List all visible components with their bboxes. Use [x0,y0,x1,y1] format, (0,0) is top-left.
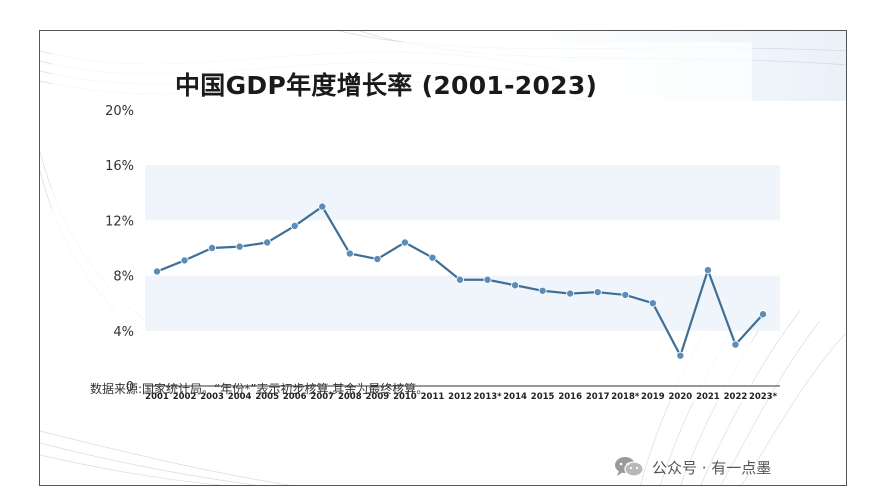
data-point [648,299,657,308]
x-tick-label: 2013* [473,392,502,402]
data-point [152,267,161,276]
x-tick-label: 2005 [255,392,279,402]
x-tick-label: 2004 [228,392,252,402]
data-point [235,242,244,251]
grid-band [145,275,780,331]
x-tick-label: 2001 [145,392,169,402]
y-tick-label: 0 [126,380,134,395]
x-tick-label: 2002 [173,392,197,402]
data-point [400,238,409,247]
watermark-text: 公众号 · 有一点墨 [652,458,772,477]
x-tick-label: 2007 [310,392,334,402]
source-note: 数据来源:国家统计局。“年份*”表示初步核算,其余为最终核算。 [90,382,429,396]
x-tick-label: 2019 [641,392,665,402]
x-tick-label: 2009 [366,392,390,402]
x-tick-label: 2017 [586,392,610,402]
y-tick-label: 20% [105,104,134,119]
x-tick-label: 2010 [393,392,417,402]
x-tick-label: 2012 [448,392,472,402]
data-point [511,281,520,290]
y-tick-label: 8% [113,270,134,285]
data-point [676,351,685,360]
x-tick-label: 2018* [611,392,640,402]
data-point [593,288,602,297]
data-point [345,249,354,258]
data-point [566,289,575,298]
x-tick-label: 2008 [338,392,362,402]
data-point [180,256,189,265]
x-tick-label: 2015 [531,392,555,402]
x-tick-label: 2011 [421,392,445,402]
x-tick-label: 2022 [724,392,748,402]
data-point [373,255,382,264]
data-point [731,340,740,349]
data-point [538,286,547,295]
x-tick-label: 2003 [200,392,224,402]
data-point [621,290,630,299]
wechat-icon [615,457,644,477]
data-point [290,221,299,230]
x-tick-label: 2006 [283,392,307,402]
chart-title: 中国GDP年度增长率 (2001-2023) [175,71,598,100]
watermark: 公众号 · 有一点墨 [614,456,771,478]
x-tick-label: 2014 [503,392,527,402]
chart-panel [52,42,752,402]
data-point [263,238,272,247]
x-tick-label: 2020 [669,392,693,402]
y-tick-label: 4% [113,325,134,340]
data-point [483,275,492,284]
grid-band [145,165,780,221]
y-tick-label: 12% [105,214,134,229]
x-tick-label: 2023* [749,392,778,402]
y-tick-label: 16% [105,159,134,174]
data-point [318,202,327,211]
data-point [455,275,464,284]
data-point [428,253,437,262]
data-point [703,266,712,275]
data-point [759,310,768,319]
data-point [208,243,217,252]
x-tick-label: 2021 [696,392,720,402]
x-tick-label: 2016 [558,392,582,402]
